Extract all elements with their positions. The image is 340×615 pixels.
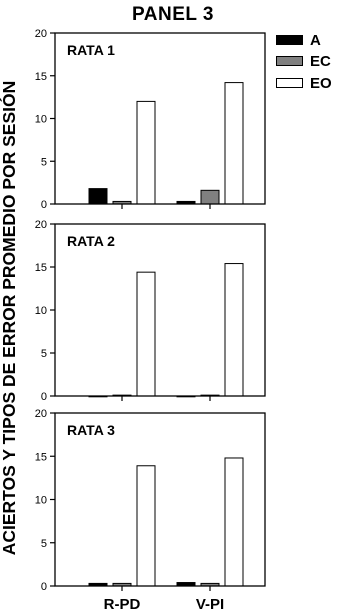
y-tick-label: 15	[35, 71, 47, 83]
bar-panel1-a-r-pd	[88, 188, 108, 205]
y-tick-label: 20	[35, 28, 47, 40]
y-tick-label: 15	[35, 262, 47, 274]
y-tick-label: 0	[41, 199, 47, 211]
legend-swatch-eo	[276, 78, 303, 88]
panel-2: 0 5 10 15 20 RATA 2	[35, 219, 266, 403]
y-tick-label: 10	[35, 495, 47, 507]
bar-panel2-eo-v-pi	[224, 263, 244, 397]
bar-panel3-eo-r-pd	[136, 465, 156, 587]
panel-label: RATA 1	[67, 42, 115, 58]
panel-label: RATA 2	[67, 233, 115, 249]
panel-1: 0 5 10 15 20 RATA 1	[35, 28, 266, 211]
bar-panel3-eo-v-pi	[224, 457, 244, 587]
x-category-label: R-PD	[104, 596, 141, 613]
bar-panel1-eo-r-pd	[136, 100, 156, 205]
legend-swatch-a	[276, 35, 303, 45]
y-axis-label-text: ACIERTOS Y TIPOS DE ERROR PROMEDIO POR S…	[0, 81, 19, 556]
panel-3: 0 5 10 15 20 RATA 3	[35, 408, 266, 593]
y-tick-label: 15	[35, 451, 47, 463]
y-tick-label: 0	[41, 391, 47, 403]
x-category-label: V-PI	[196, 596, 224, 613]
panel-label: RATA 3	[67, 422, 115, 438]
y-tick-label: 20	[35, 408, 47, 420]
legend-item-eo: EO	[270, 75, 340, 93]
legend-item-a: A	[270, 32, 340, 50]
y-tick-label: 5	[41, 348, 47, 360]
y-tick-label: 5	[41, 156, 47, 168]
y-tick-label: 5	[41, 538, 47, 550]
y-tick-label: 0	[41, 581, 47, 593]
legend-item-ec: EC	[270, 53, 340, 71]
chart-title: PANEL 3	[132, 4, 214, 25]
legend-label-ec: EC	[310, 53, 331, 70]
y-tick-label: 10	[35, 305, 47, 317]
legend-swatch-ec	[276, 56, 303, 66]
legend-label-eo: EO	[310, 75, 332, 92]
y-tick-label: 10	[35, 114, 47, 126]
bar-panel1-ec-v-pi	[200, 189, 220, 205]
y-tick-label: 20	[35, 219, 47, 231]
bar-panel2-eo-r-pd	[136, 271, 156, 397]
y-axis-label: ACIERTOS Y TIPOS DE ERROR PROMEDIO POR S…	[0, 81, 19, 556]
legend-label-a: A	[310, 32, 321, 49]
bar-panel1-eo-v-pi	[224, 82, 244, 205]
